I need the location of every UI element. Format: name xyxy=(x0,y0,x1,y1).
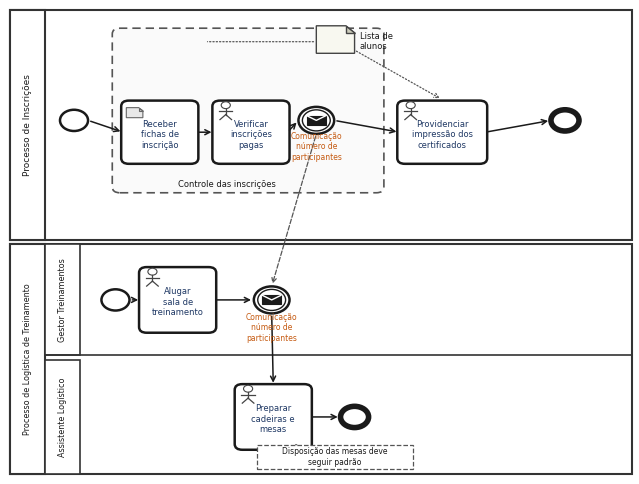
Text: Comunicação
número de
participantes: Comunicação número de participantes xyxy=(291,132,342,162)
Text: Alugar
sala de
treinamento: Alugar sala de treinamento xyxy=(151,287,204,317)
Circle shape xyxy=(258,289,286,310)
FancyBboxPatch shape xyxy=(112,28,384,193)
Circle shape xyxy=(60,110,88,131)
Circle shape xyxy=(298,107,334,134)
Text: Controle das inscrições: Controle das inscrições xyxy=(178,180,275,189)
Circle shape xyxy=(302,110,330,131)
FancyBboxPatch shape xyxy=(121,101,198,164)
Bar xyxy=(10,10,45,240)
Text: Processo de Inscrições: Processo de Inscrições xyxy=(23,74,33,176)
FancyBboxPatch shape xyxy=(212,101,289,164)
FancyBboxPatch shape xyxy=(139,267,216,333)
Polygon shape xyxy=(127,107,143,118)
Text: Gestor Treinamentos: Gestor Treinamentos xyxy=(58,258,67,342)
Bar xyxy=(10,10,632,240)
Text: Lista de
alunos: Lista de alunos xyxy=(360,32,393,51)
Polygon shape xyxy=(316,26,355,53)
Text: Receber
fichas de
inscrição: Receber fichas de inscrição xyxy=(141,120,179,150)
Circle shape xyxy=(221,102,230,108)
Bar xyxy=(263,295,281,304)
Polygon shape xyxy=(346,26,355,33)
Circle shape xyxy=(102,289,130,311)
Text: Preparar
cadeiras e
mesas: Preparar cadeiras e mesas xyxy=(252,405,295,434)
Text: Verificar
inscrições
pagas: Verificar inscrições pagas xyxy=(230,120,272,150)
Bar xyxy=(307,116,326,125)
Circle shape xyxy=(551,110,579,131)
Bar xyxy=(10,244,45,474)
Polygon shape xyxy=(139,107,143,111)
Circle shape xyxy=(243,385,252,392)
Circle shape xyxy=(148,268,157,275)
FancyBboxPatch shape xyxy=(397,101,487,164)
Text: Processo de Logística de Treinamento: Processo de Logística de Treinamento xyxy=(23,283,33,435)
Bar xyxy=(45,360,81,474)
FancyBboxPatch shape xyxy=(235,384,312,450)
Bar xyxy=(45,244,81,355)
Bar xyxy=(10,244,632,474)
FancyBboxPatch shape xyxy=(258,445,413,469)
Circle shape xyxy=(254,287,289,314)
Text: Assistente Logístico: Assistente Logístico xyxy=(58,377,67,457)
Circle shape xyxy=(406,102,415,108)
Text: Comunicação
número de
participantes: Comunicação número de participantes xyxy=(246,313,298,343)
Text: Providenciar
impressão dos
certificados: Providenciar impressão dos certificados xyxy=(412,120,473,150)
Text: Disposição das mesas deve
seguir padrão: Disposição das mesas deve seguir padrão xyxy=(282,447,388,467)
Circle shape xyxy=(341,407,369,427)
